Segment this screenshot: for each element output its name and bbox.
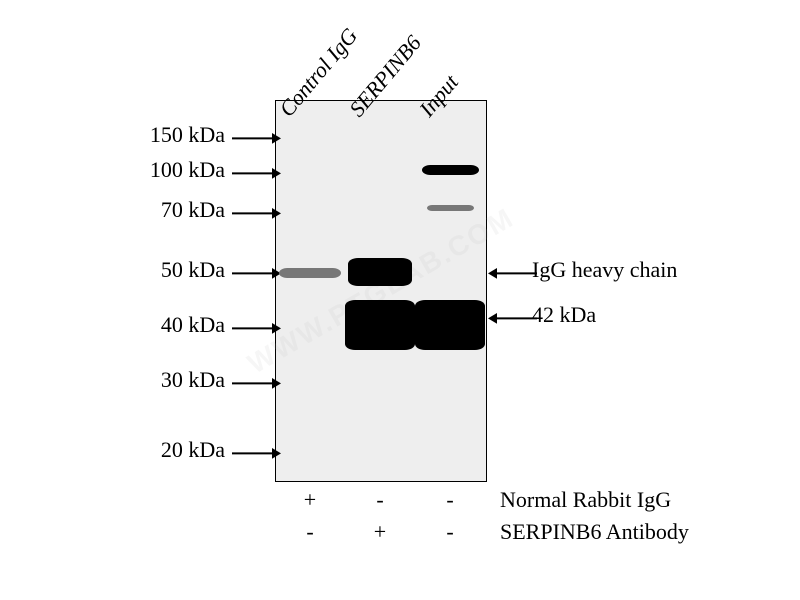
watermark-text: WWW.PTGLAB.COM [242,202,519,381]
blot-band [348,258,412,286]
condition-symbol: - [295,519,325,545]
condition-symbol: + [295,487,325,513]
arrow-left-icon [488,311,537,322]
condition-symbol: - [365,487,395,513]
arrow-right-icon [232,206,281,217]
mw-marker-label: 50 kDa [0,257,225,283]
arrow-left-icon [488,266,537,277]
arrow-right-icon [232,446,281,457]
condition-symbol: + [365,519,395,545]
blot-membrane: WWW.PTGLAB.COM [275,100,487,482]
mw-marker-label: 30 kDa [0,367,225,393]
blot-band [427,205,474,211]
annotation-label: IgG heavy chain [532,257,677,283]
mw-marker-label: 70 kDa [0,197,225,223]
mw-marker-label: 100 kDa [0,157,225,183]
blot-band [415,300,485,350]
mw-marker-label: 40 kDa [0,312,225,338]
blot-band [279,268,341,278]
arrow-right-icon [232,376,281,387]
condition-symbol: - [435,519,465,545]
blot-band [422,165,479,175]
blot-band [345,300,415,350]
condition-symbol: - [435,487,465,513]
condition-label: SERPINB6 Antibody [500,519,689,545]
western-blot-figure: WWW.PTGLAB.COM Control IgGSERPINB6Input1… [0,0,800,600]
arrow-right-icon [232,131,281,142]
arrow-right-icon [232,321,281,332]
arrow-right-icon [232,266,281,277]
mw-marker-label: 150 kDa [0,122,225,148]
mw-marker-label: 20 kDa [0,437,225,463]
annotation-label: 42 kDa [532,302,596,328]
arrow-right-icon [232,166,281,177]
condition-label: Normal Rabbit IgG [500,487,671,513]
